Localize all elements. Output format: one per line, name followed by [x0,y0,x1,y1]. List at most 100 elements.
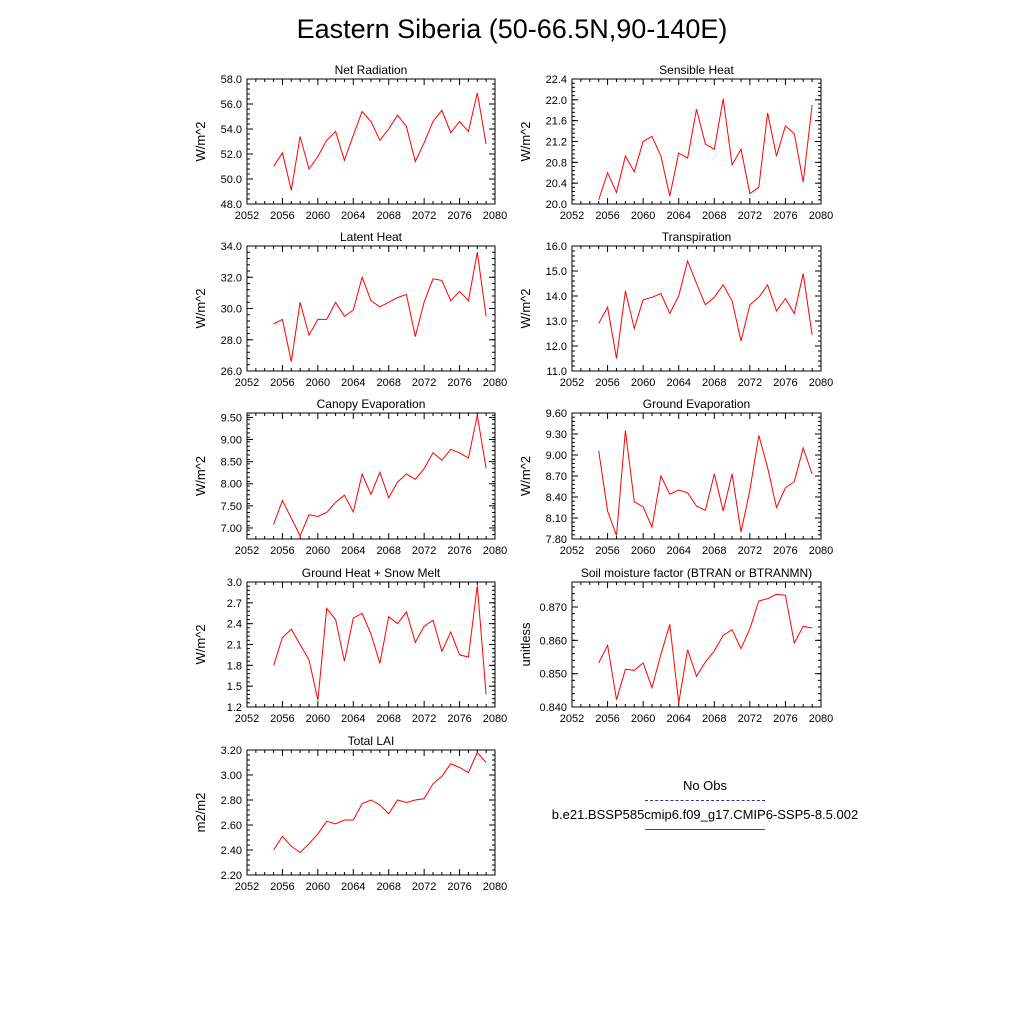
x-tick-label: 2060 [306,713,330,725]
y-tick-label: 9.30 [546,429,567,441]
y-tick-label: 0.850 [539,669,567,681]
y-tick-label: 9.00 [546,450,567,462]
x-tick-label: 2076 [447,545,471,557]
y-axis-label: W/m^2 [193,288,208,328]
y-tick-label: 26.0 [221,366,242,378]
x-tick-label: 2064 [341,377,365,389]
chart-panel-1: Net Radiation W/m^2 2052 2056 2060 2064 2068 20… [193,63,507,222]
y-tick-label: 8.70 [546,471,567,483]
y-tick-label: 2.1 [227,640,242,652]
x-tick-label: 2068 [376,713,400,725]
y-tick-label: 20.8 [546,157,567,169]
plot-frame [571,412,822,540]
y-tick-label: 1.2 [227,702,242,714]
x-tick-label: 2072 [738,713,762,725]
x-tick-label: 2068 [702,545,726,557]
y-tick-label: 22.0 [546,95,567,107]
y-tick-label: 20.0 [546,199,567,211]
x-tick-label: 2072 [412,377,436,389]
x-tick-label: 2076 [773,545,797,557]
x-tick-label: 2056 [270,881,294,893]
y-tick-label: 1.5 [227,681,242,693]
y-tick-label: 58.0 [221,74,242,86]
legend-obs-label: No Obs [682,778,728,793]
x-tick-label: 2064 [341,713,365,725]
y-tick-label: 8.00 [221,479,242,491]
plot-frame [246,581,496,708]
legend-model-label: b.e21.BSSP585cmip6.f09_g17.CMIP6-SSP5-8.… [551,807,859,822]
x-tick-label: 2052 [235,545,259,557]
figure-title: Eastern Siberia (50-66.5N,90-140E) [296,14,728,44]
y-axis-label: unitless [518,622,533,667]
x-tick-label: 2072 [412,210,436,222]
y-tick-label: 28.0 [221,335,242,347]
x-tick-label: 2080 [483,545,507,557]
panel-title: Canopy Evaporation [317,397,426,411]
panel-title: Total LAI [348,734,395,748]
plot-frame [246,78,496,205]
y-axis-label: W/m^2 [518,456,533,496]
x-tick-label: 2072 [738,545,762,557]
y-tick-label: 2.4 [227,619,242,631]
x-tick-label: 2080 [809,545,833,557]
y-tick-label: 9.50 [221,412,242,424]
x-tick-label: 2072 [412,713,436,725]
x-tick-label: 2056 [270,545,294,557]
y-tick-label: 8.10 [546,513,567,525]
legend-model-line [645,829,765,830]
y-axis-label: W/m^2 [518,121,533,161]
chart-panel-9: Total LAI m2/m2 2052 2056 2060 2064 2068 2072 20… [193,734,507,893]
x-tick-label: 2060 [631,377,655,389]
y-axis-label: W/m^2 [193,624,208,664]
series-line [273,585,487,701]
x-tick-label: 2076 [447,881,471,893]
x-tick-label: 2080 [809,377,833,389]
y-tick-label: 0.860 [539,635,567,647]
y-tick-label: 54.0 [221,124,242,136]
y-tick-label: 16.0 [546,241,567,253]
y-tick-label: 7.80 [546,534,567,546]
y-axis-label: W/m^2 [518,288,533,328]
x-tick-label: 2064 [666,713,690,725]
plot-frame [571,78,822,205]
chart-panel-6: Ground Evaporation W/m^2 2052 2056 2060 2064 2… [518,397,833,557]
y-tick-label: 34.0 [221,241,242,253]
x-tick-label: 2072 [412,545,436,557]
plot-frame [246,245,496,372]
y-axis-label: m2/m2 [193,793,208,833]
y-tick-label: 3.00 [221,770,242,782]
y-tick-label: 52.0 [221,149,242,161]
x-tick-label: 2052 [560,545,584,557]
x-tick-label: 2064 [341,545,365,557]
x-tick-label: 2080 [483,881,507,893]
series-line [598,430,813,536]
y-tick-label: 2.40 [221,845,242,857]
chart-panel-2: Sensible Heat W/m^2 2052 2056 2060 2064 2068 20… [518,63,833,222]
y-tick-label: 9.00 [221,435,242,447]
x-tick-label: 2076 [447,713,471,725]
y-tick-label: 8.40 [546,492,567,504]
x-tick-label: 2076 [447,377,471,389]
x-tick-label: 2064 [666,377,690,389]
x-tick-label: 2052 [235,713,259,725]
panel-title: Ground Heat + Snow Melt [302,566,441,580]
y-tick-label: 56.0 [221,99,242,111]
series-line [273,751,487,854]
panel-title: Ground Evaporation [643,397,750,411]
x-tick-label: 2072 [738,377,762,389]
y-tick-label: 30.0 [221,304,242,316]
x-tick-label: 2068 [376,210,400,222]
y-axis-label: W/m^2 [193,456,208,496]
x-tick-label: 2064 [666,545,690,557]
panel-title: Net Radiation [335,63,408,77]
x-tick-label: 2068 [702,713,726,725]
x-tick-label: 2076 [773,713,797,725]
y-tick-label: 0.840 [539,702,567,714]
panel-title: Soil moisture factor (BTRAN or BTRANMN) [581,566,812,580]
plot-frame [246,749,496,876]
x-tick-label: 2060 [631,713,655,725]
x-tick-label: 2076 [447,210,471,222]
y-tick-label: 50.0 [221,174,242,186]
